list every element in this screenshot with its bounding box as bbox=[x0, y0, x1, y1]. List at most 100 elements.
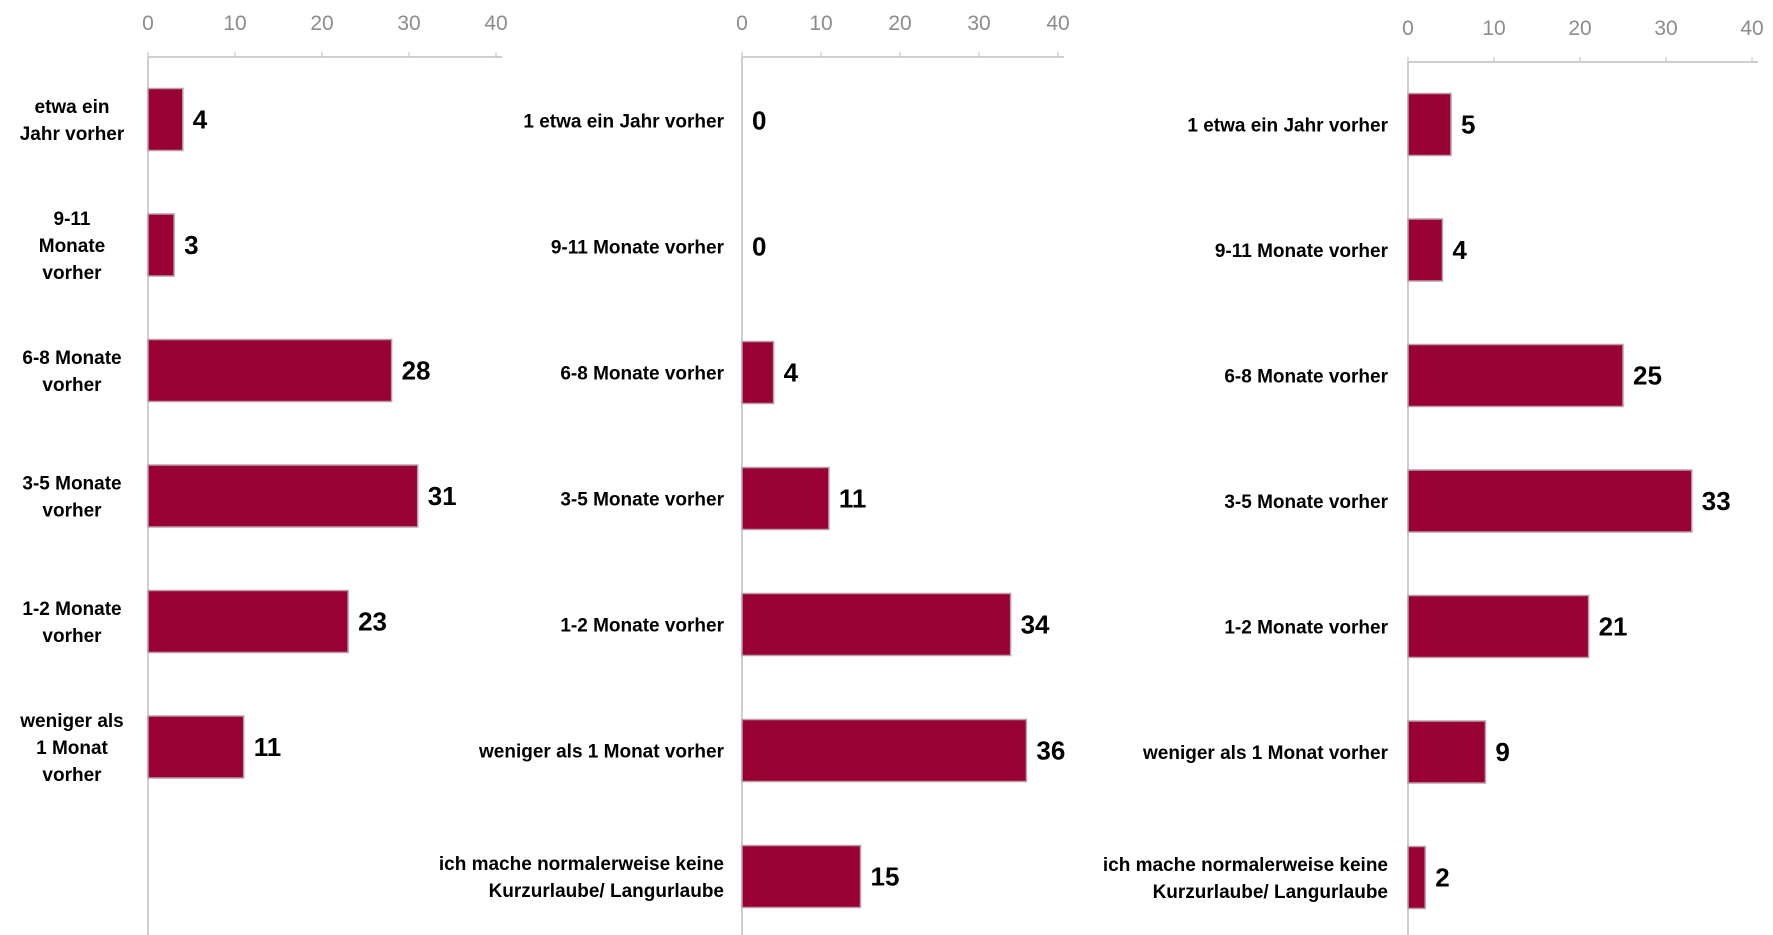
data-label: 31 bbox=[428, 481, 457, 511]
data-label: 11 bbox=[254, 732, 282, 762]
category-label: 9-11 Monate vorher bbox=[551, 238, 725, 259]
category-label-line: 9-11 Monate vorher bbox=[1215, 241, 1389, 262]
category-label-line: 1 etwa ein Jahr vorher bbox=[1187, 116, 1388, 137]
category-label-line: 3-5 Monate vorher bbox=[1224, 492, 1388, 513]
category-label-line: 1 Monat bbox=[36, 738, 108, 759]
x-tick-label: 30 bbox=[967, 12, 990, 35]
category-label-line: 1-2 Monate bbox=[22, 599, 121, 620]
category-label-line: Monate bbox=[39, 236, 106, 257]
category-label-line: vorher bbox=[42, 501, 102, 522]
bar bbox=[1407, 218, 1444, 282]
category-label-line: 9-11 Monate vorher bbox=[551, 238, 725, 259]
category-label: 1-2 Monate vorher bbox=[1224, 618, 1388, 639]
data-label: 36 bbox=[1036, 736, 1065, 766]
x-tick-label: 10 bbox=[223, 12, 246, 35]
category-label-line: 6-8 Monate vorher bbox=[1224, 367, 1388, 388]
bar bbox=[741, 718, 1028, 783]
bar bbox=[147, 87, 184, 152]
category-label-line: Jahr vorher bbox=[20, 124, 125, 145]
category-label: 1 etwa ein Jahr vorher bbox=[523, 112, 724, 133]
category-label-line: vorher bbox=[42, 263, 102, 284]
category-label: 1 etwa ein Jahr vorher bbox=[1187, 116, 1388, 137]
bar bbox=[1407, 92, 1452, 157]
bar bbox=[147, 338, 393, 403]
category-label: 3-5 Monate vorher bbox=[22, 474, 121, 522]
x-tick-label: 40 bbox=[1046, 12, 1069, 35]
data-label: 5 bbox=[1461, 110, 1475, 140]
category-label: 3-5 Monate vorher bbox=[1224, 492, 1388, 513]
bar bbox=[147, 589, 349, 654]
data-label: 33 bbox=[1702, 486, 1731, 516]
x-tick-label: 20 bbox=[888, 12, 911, 35]
x-tick-label: 10 bbox=[1482, 17, 1505, 40]
category-label: 6-8 Monate vorher bbox=[560, 364, 724, 385]
category-label-line: vorher bbox=[42, 375, 102, 396]
category-label: 3-5 Monate vorher bbox=[560, 490, 724, 511]
data-label: 11 bbox=[839, 484, 867, 514]
data-label: 15 bbox=[871, 862, 900, 892]
category-label-line: weniger als bbox=[19, 711, 124, 732]
category-label-line: vorher bbox=[42, 626, 102, 647]
bar bbox=[741, 592, 1012, 657]
data-label: 0 bbox=[752, 106, 766, 136]
x-tick-label: 20 bbox=[310, 12, 333, 35]
data-label: 0 bbox=[752, 232, 766, 262]
category-label-line: 9-11 bbox=[54, 209, 91, 230]
category-label: 9-11 Monate vorher bbox=[1215, 241, 1389, 262]
category-label: 1-2 Monate vorher bbox=[22, 599, 121, 647]
data-label: 21 bbox=[1599, 612, 1628, 642]
bar bbox=[1407, 469, 1693, 533]
data-label: 28 bbox=[402, 356, 431, 386]
chart-panel-2: 0 10 20 30 40 0 1 etwa ein Jahr vorher 0 9-11 Mo… bbox=[439, 12, 1070, 935]
data-label: 23 bbox=[358, 607, 387, 637]
category-label-line: weniger als 1 Monat vorher bbox=[1142, 743, 1389, 764]
x-tick-label: 0 bbox=[1402, 17, 1414, 40]
category-label-line: weniger als 1 Monat vorher bbox=[478, 742, 725, 763]
bar bbox=[1407, 343, 1624, 408]
bar bbox=[741, 844, 862, 909]
x-tick-label: 0 bbox=[142, 12, 154, 35]
bar bbox=[147, 715, 245, 779]
category-label: ich mache normalerweise keine Kurzurlaube… bbox=[439, 854, 724, 902]
x-tick-label: 30 bbox=[397, 12, 420, 35]
category-label: weniger als 1 Monat vorher bbox=[478, 742, 725, 763]
category-label-line: 6-8 Monate bbox=[22, 348, 121, 369]
category-label-line: ich mache normalerweise keine bbox=[1103, 855, 1388, 876]
category-label-line: 1 etwa ein Jahr vorher bbox=[523, 112, 724, 133]
category-label-line: 6-8 Monate vorher bbox=[560, 364, 724, 385]
category-label-line: 3-5 Monate vorher bbox=[560, 490, 724, 511]
bar bbox=[1407, 594, 1590, 659]
chart-panel-1: 0 10 20 30 40 4 etwa ein Jahr vorher 3 9-11 Monate… bbox=[19, 12, 508, 935]
category-label-line: 1-2 Monate vorher bbox=[1224, 618, 1388, 639]
bar bbox=[147, 213, 175, 277]
x-tick-label: 10 bbox=[809, 12, 832, 35]
data-label: 4 bbox=[193, 105, 208, 135]
x-tick-label: 20 bbox=[1568, 17, 1591, 40]
bar bbox=[741, 466, 830, 531]
category-label-line: Kurzurlaube/ Langurlaube bbox=[1153, 882, 1388, 903]
category-label-line: vorher bbox=[42, 765, 102, 786]
data-label: 2 bbox=[1435, 863, 1449, 893]
data-label: 3 bbox=[184, 230, 198, 260]
x-tick-label: 40 bbox=[484, 12, 507, 35]
category-label: 1-2 Monate vorher bbox=[560, 616, 724, 637]
data-label: 25 bbox=[1633, 361, 1662, 391]
category-label-line: etwa ein bbox=[35, 97, 110, 118]
x-tick-label: 40 bbox=[1740, 17, 1763, 40]
category-label: weniger als 1 Monat vorher bbox=[19, 711, 124, 786]
bar bbox=[1407, 845, 1426, 910]
category-label-line: 3-5 Monate bbox=[22, 474, 121, 495]
data-label: 4 bbox=[784, 358, 799, 388]
bar bbox=[147, 464, 419, 528]
bar bbox=[741, 340, 775, 405]
category-label: 6-8 Monate vorher bbox=[1224, 367, 1388, 388]
category-label-line: Kurzurlaube/ Langurlaube bbox=[489, 881, 724, 902]
x-tick-label: 30 bbox=[1654, 17, 1677, 40]
category-label-line: ich mache normalerweise keine bbox=[439, 854, 724, 875]
chart-panel-3: 0 10 20 30 40 5 1 etwa ein Jahr vorher 4 9-11 Mo… bbox=[1103, 17, 1764, 935]
category-label: etwa ein Jahr vorher bbox=[20, 97, 125, 145]
bar bbox=[1407, 720, 1487, 784]
category-label: ich mache normalerweise keine Kurzurlaube… bbox=[1103, 855, 1388, 903]
category-label-line: 1-2 Monate vorher bbox=[560, 616, 724, 637]
